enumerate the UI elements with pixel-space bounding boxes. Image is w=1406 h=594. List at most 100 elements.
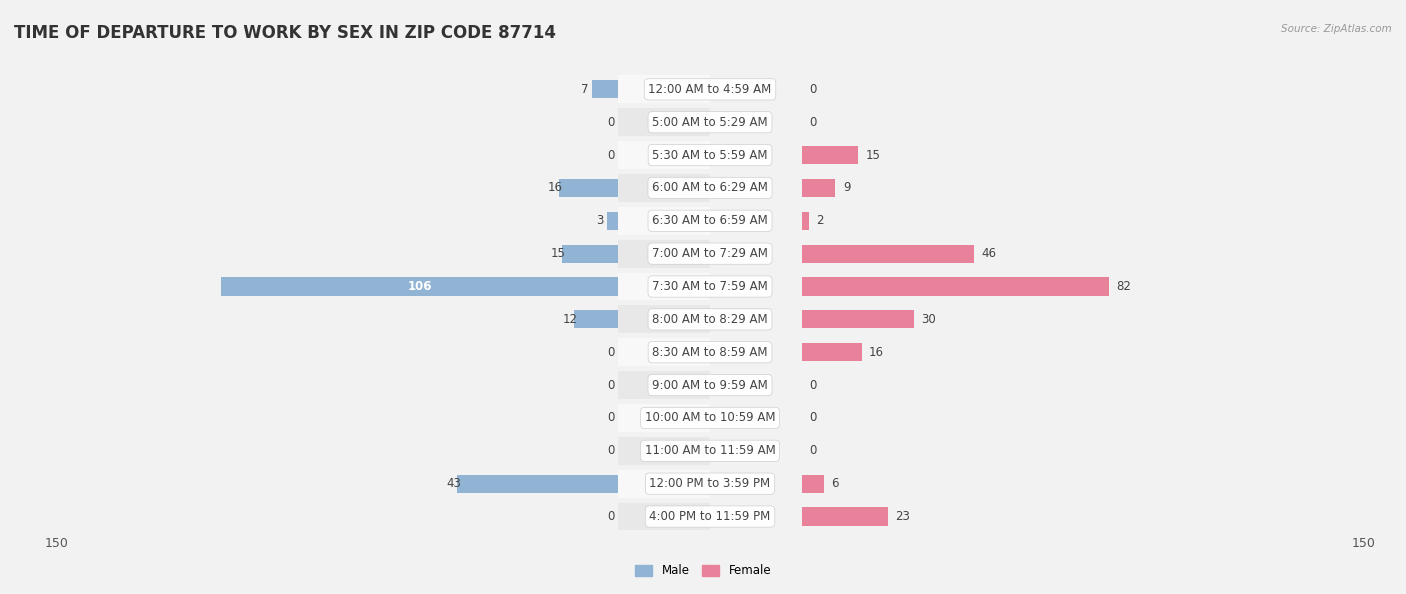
- Bar: [619, 503, 1406, 530]
- Text: 16: 16: [547, 181, 562, 194]
- Bar: [801, 211, 808, 230]
- Bar: [619, 338, 1406, 366]
- Text: 9:00 AM to 9:59 AM: 9:00 AM to 9:59 AM: [652, 378, 768, 391]
- Bar: [619, 305, 1406, 333]
- Bar: [457, 475, 619, 492]
- Bar: [0, 305, 801, 333]
- Bar: [801, 475, 824, 492]
- Bar: [0, 503, 710, 530]
- Text: 0: 0: [808, 116, 817, 129]
- Bar: [619, 470, 1406, 498]
- Bar: [619, 207, 1406, 235]
- Bar: [0, 174, 710, 202]
- Bar: [0, 470, 801, 498]
- Bar: [0, 338, 710, 366]
- Text: 12:00 PM to 3:59 PM: 12:00 PM to 3:59 PM: [650, 477, 770, 490]
- Bar: [801, 179, 835, 197]
- Bar: [0, 503, 801, 530]
- Bar: [0, 338, 801, 366]
- Text: 5:00 AM to 5:29 AM: 5:00 AM to 5:29 AM: [652, 116, 768, 129]
- Text: 5:30 AM to 5:59 AM: 5:30 AM to 5:59 AM: [652, 148, 768, 162]
- Bar: [592, 80, 619, 99]
- Bar: [558, 179, 619, 197]
- Text: 6:30 AM to 6:59 AM: 6:30 AM to 6:59 AM: [652, 214, 768, 228]
- Bar: [619, 141, 1406, 169]
- Bar: [619, 273, 1406, 301]
- Text: 0: 0: [808, 444, 817, 457]
- Text: 3: 3: [596, 214, 603, 228]
- Text: 30: 30: [921, 313, 936, 326]
- Text: 0: 0: [607, 510, 614, 523]
- Text: 10:00 AM to 10:59 AM: 10:00 AM to 10:59 AM: [645, 412, 775, 425]
- Bar: [0, 437, 710, 465]
- Bar: [801, 310, 914, 328]
- Text: 0: 0: [808, 412, 817, 425]
- Bar: [0, 404, 710, 432]
- Bar: [619, 174, 1406, 202]
- Bar: [0, 371, 710, 399]
- Bar: [0, 240, 710, 268]
- Text: 15: 15: [551, 247, 565, 260]
- Bar: [801, 146, 858, 164]
- Text: 16: 16: [869, 346, 884, 359]
- Text: 0: 0: [607, 346, 614, 359]
- Text: 12:00 AM to 4:59 AM: 12:00 AM to 4:59 AM: [648, 83, 772, 96]
- Text: 7:30 AM to 7:59 AM: 7:30 AM to 7:59 AM: [652, 280, 768, 293]
- Text: 0: 0: [607, 378, 614, 391]
- Bar: [0, 141, 710, 169]
- Bar: [0, 108, 801, 136]
- Bar: [619, 75, 1406, 103]
- Text: 106: 106: [408, 280, 432, 293]
- Text: 4:00 PM to 11:59 PM: 4:00 PM to 11:59 PM: [650, 510, 770, 523]
- Legend: Male, Female: Male, Female: [630, 560, 776, 582]
- Text: 43: 43: [446, 477, 461, 490]
- Text: 7: 7: [581, 83, 589, 96]
- Text: 8:00 AM to 8:29 AM: 8:00 AM to 8:29 AM: [652, 313, 768, 326]
- Text: 6: 6: [831, 477, 839, 490]
- Text: 46: 46: [981, 247, 997, 260]
- Text: 0: 0: [607, 148, 614, 162]
- Bar: [607, 211, 619, 230]
- Text: 0: 0: [607, 412, 614, 425]
- Text: 8:30 AM to 8:59 AM: 8:30 AM to 8:59 AM: [652, 346, 768, 359]
- Text: 12: 12: [562, 313, 578, 326]
- Bar: [0, 207, 710, 235]
- Text: 2: 2: [817, 214, 824, 228]
- Bar: [0, 75, 710, 103]
- Text: 0: 0: [607, 116, 614, 129]
- Bar: [0, 75, 801, 103]
- Bar: [0, 371, 801, 399]
- Bar: [562, 245, 619, 263]
- Bar: [0, 141, 801, 169]
- Bar: [619, 404, 1406, 432]
- Bar: [619, 437, 1406, 465]
- Bar: [801, 277, 1109, 296]
- Text: 0: 0: [808, 378, 817, 391]
- Bar: [221, 277, 619, 296]
- Bar: [574, 310, 619, 328]
- Bar: [619, 108, 1406, 136]
- Bar: [0, 437, 801, 465]
- Text: 7:00 AM to 7:29 AM: 7:00 AM to 7:29 AM: [652, 247, 768, 260]
- Text: Source: ZipAtlas.com: Source: ZipAtlas.com: [1281, 24, 1392, 34]
- Text: 11:00 AM to 11:59 AM: 11:00 AM to 11:59 AM: [645, 444, 775, 457]
- Bar: [0, 470, 710, 498]
- Bar: [801, 245, 974, 263]
- Bar: [801, 343, 862, 361]
- Bar: [0, 404, 801, 432]
- Bar: [619, 240, 1406, 268]
- Bar: [0, 207, 801, 235]
- Bar: [0, 305, 710, 333]
- Bar: [0, 273, 801, 301]
- Text: 0: 0: [808, 83, 817, 96]
- Bar: [0, 174, 801, 202]
- Bar: [0, 273, 710, 301]
- Text: 82: 82: [1116, 280, 1132, 293]
- Text: 0: 0: [607, 444, 614, 457]
- Text: TIME OF DEPARTURE TO WORK BY SEX IN ZIP CODE 87714: TIME OF DEPARTURE TO WORK BY SEX IN ZIP …: [14, 24, 555, 42]
- Text: 6:00 AM to 6:29 AM: 6:00 AM to 6:29 AM: [652, 181, 768, 194]
- Bar: [801, 507, 887, 526]
- Text: 15: 15: [865, 148, 880, 162]
- Bar: [619, 371, 1406, 399]
- Bar: [0, 240, 801, 268]
